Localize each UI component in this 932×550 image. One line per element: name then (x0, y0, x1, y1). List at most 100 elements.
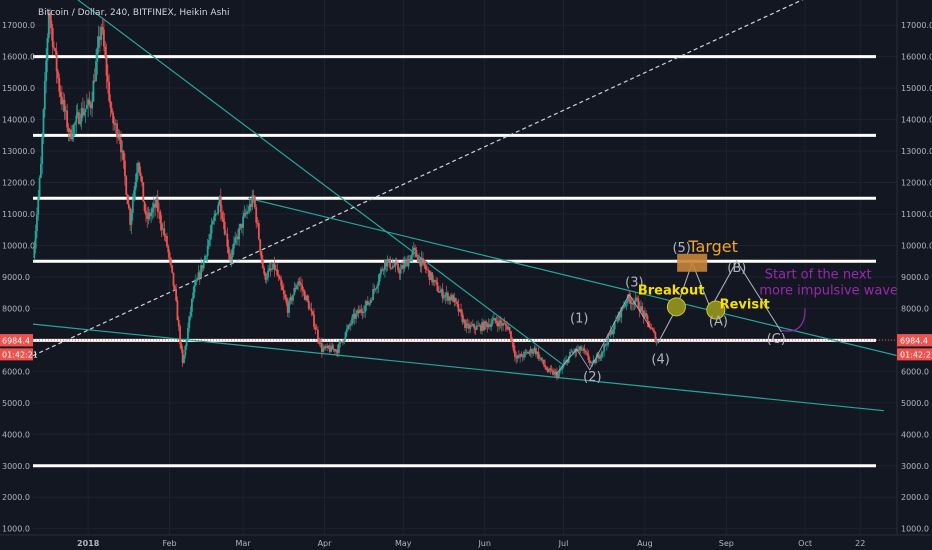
candle-body (643, 312, 646, 318)
candle-body (582, 348, 585, 350)
candle-body (475, 325, 478, 330)
candle-body (345, 329, 348, 333)
x-tick-label: May (395, 539, 412, 548)
candle-body (317, 329, 319, 340)
candle-body (520, 354, 523, 357)
candle-body (575, 348, 578, 352)
candle-body (464, 319, 466, 328)
candle-body (290, 297, 293, 301)
candle-body (376, 286, 378, 289)
candle-body (428, 270, 431, 281)
y-tick-label-right: 9000.0 (901, 273, 929, 282)
candle-body (192, 292, 195, 299)
annotation-label: (A) (709, 315, 728, 330)
candle-body (244, 213, 247, 215)
candle-body (620, 307, 623, 318)
candle-body (546, 369, 549, 372)
candle-body (432, 279, 435, 283)
candle-body (473, 324, 476, 329)
candle-body (630, 302, 633, 305)
candle-body (298, 281, 301, 284)
candle-body (204, 256, 206, 261)
candle-body (91, 101, 93, 109)
candle-body (322, 348, 325, 352)
candle-body (426, 269, 428, 270)
candle-body (324, 346, 327, 348)
y-tick-label-right: 8000.0 (901, 304, 929, 313)
candle-body (137, 162, 139, 173)
candle-body (68, 129, 71, 133)
candle-body (429, 272, 432, 281)
candle-body (557, 373, 560, 378)
left-axis-background (0, 0, 33, 550)
candle-body (605, 344, 608, 346)
candle-body (310, 308, 313, 312)
candle-body (390, 267, 393, 269)
candle-body (453, 297, 456, 303)
candle-body (439, 292, 441, 293)
candle-body (326, 345, 329, 348)
y-tick-label-right: 13000.0 (901, 147, 932, 156)
candle-body (617, 312, 620, 321)
candle-body (112, 112, 114, 124)
candle-body (256, 222, 259, 224)
candle-body (600, 352, 603, 357)
candle-body (33, 248, 36, 259)
candle-body (510, 331, 512, 341)
candle-body (387, 258, 390, 261)
annotation-label: more impulsive wave (759, 283, 898, 298)
candle-body (515, 356, 518, 359)
candle-body (619, 312, 621, 318)
candle-body (255, 207, 258, 223)
candle-body (650, 328, 653, 330)
candle-body (313, 314, 315, 327)
candle-body (638, 308, 641, 312)
y-tick-label-right: 2000.0 (901, 493, 929, 502)
candle-body (254, 196, 256, 208)
y-tick-label-left: 16000.0 (2, 53, 35, 62)
y-tick-label-left: 13000.0 (2, 147, 35, 156)
price-label-right: 01:42:21 (900, 350, 932, 359)
candle-body (419, 258, 422, 267)
candle-body (242, 216, 244, 228)
candle-body (499, 320, 502, 324)
candle-body (236, 236, 239, 240)
candle-body (154, 203, 157, 208)
candle-body (193, 285, 196, 293)
candle-body (185, 339, 188, 347)
candle-body (641, 306, 644, 311)
candle-body (309, 308, 311, 310)
candle-body (583, 348, 586, 352)
candle-body (634, 297, 637, 303)
candle-body (343, 339, 346, 343)
candle-body (394, 263, 397, 267)
candle-body (542, 359, 545, 365)
candle-body (655, 341, 658, 343)
candle-body (579, 346, 582, 351)
y-tick-label-left: 12000.0 (2, 179, 35, 188)
candle-body (544, 364, 546, 368)
candle-body (370, 299, 373, 301)
candle-body (521, 356, 524, 358)
candle-body (594, 359, 596, 364)
candle-body (445, 292, 448, 296)
candle-body (286, 303, 289, 313)
price-label-left: 6984.4 (2, 336, 30, 345)
candle-body (75, 115, 78, 123)
candle-body (443, 296, 445, 299)
annotation-label: Start of the next (765, 268, 872, 283)
candle-body (110, 107, 113, 113)
x-tick-label: Aug (637, 539, 653, 548)
price-label-right-bg (897, 348, 932, 361)
marker-circle (666, 297, 686, 317)
candle-body (612, 329, 615, 334)
candle-body (344, 332, 347, 340)
candle-body (223, 221, 226, 234)
candle-body (327, 345, 330, 349)
candle-body (504, 323, 507, 326)
candle-body (184, 346, 187, 356)
candle-body (640, 306, 642, 312)
candle-body (34, 231, 37, 249)
candle-body (37, 196, 40, 215)
